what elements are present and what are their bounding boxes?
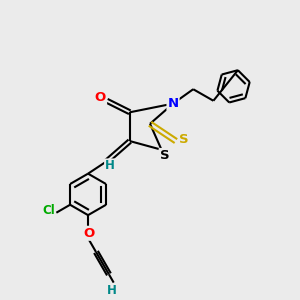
- Text: H: H: [107, 284, 117, 297]
- Text: O: O: [95, 92, 106, 104]
- Text: S: S: [179, 133, 189, 146]
- Text: H: H: [105, 159, 115, 172]
- Text: O: O: [84, 227, 95, 240]
- Text: S: S: [160, 149, 169, 162]
- Text: Cl: Cl: [42, 204, 55, 217]
- Text: N: N: [167, 97, 178, 110]
